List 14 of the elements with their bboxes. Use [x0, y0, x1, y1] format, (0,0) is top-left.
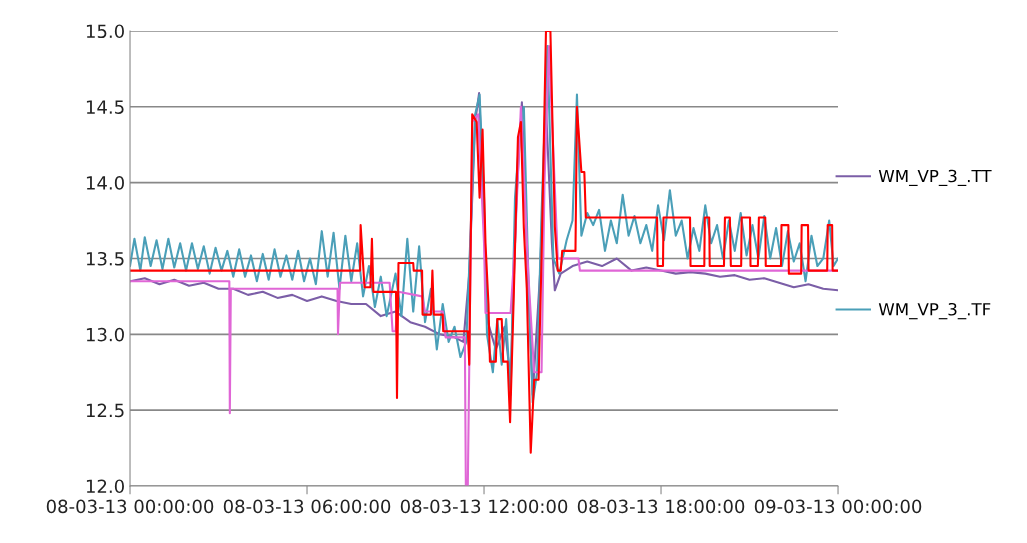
x-tick-label: 09-03-13 00:00:00	[754, 499, 922, 514]
x-tick-label: 08-03-13 18:00:00	[577, 499, 745, 514]
y-tick-label: 14.5	[86, 100, 124, 114]
x-tick-label: 08-03-13 12:00:00	[400, 499, 568, 514]
y-tick-label: 12.5	[86, 403, 124, 418]
y-tick-label: 13.0	[86, 327, 124, 342]
x-tick-label: 08-03-13 06:00:00	[223, 499, 391, 514]
x-tick-label: 08-03-13 00:00:00	[46, 499, 214, 514]
legend-label: WM_VP_3_.TT	[878, 169, 992, 187]
y-tick-label: 13.5	[86, 251, 124, 266]
y-tick-label: 12.0	[86, 479, 124, 494]
legend-label: WM_VP_3_.TF	[878, 302, 991, 320]
y-tick-label: 14.0	[86, 176, 124, 190]
y-tick-label: 15.0	[86, 24, 124, 39]
